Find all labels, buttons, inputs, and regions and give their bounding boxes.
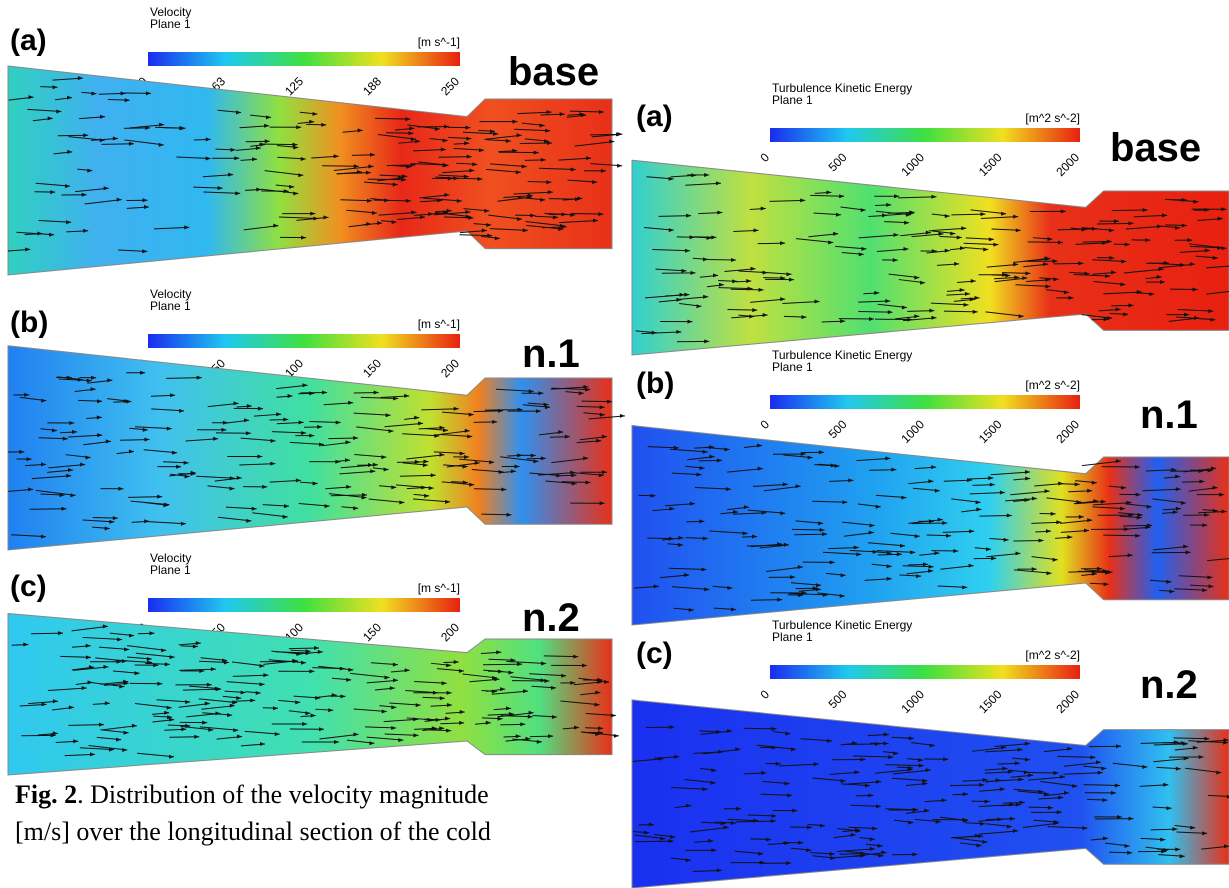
vector-arrow	[483, 664, 522, 665]
figure: (a)VelocityPlane 1[m s^-1]063125188250ba…	[0, 0, 1229, 888]
colorbar	[770, 128, 1080, 142]
contour-field	[8, 66, 612, 275]
colorbar-tick-label: 1500	[976, 150, 1005, 179]
caption-line: [m/s] over the longitudinal section of t…	[15, 817, 491, 846]
legend-unit: [m s^-1]	[418, 581, 460, 595]
colorbar-tick-label: 1500	[976, 417, 1005, 446]
colorbar-tick-label: 500	[826, 150, 850, 174]
legend-unit: [m^2 s^-2]	[1025, 378, 1080, 392]
legend-unit: [m s^-1]	[418, 35, 460, 49]
caption: Fig. 2. Distribution of the velocity mag…	[15, 780, 489, 809]
legend-unit: [m s^-1]	[418, 317, 460, 331]
colorbar-tick-label: 2000	[1053, 417, 1082, 446]
vector-arrow	[635, 841, 673, 842]
panel-label: (c)	[636, 637, 673, 670]
panel-label: (a)	[10, 24, 47, 57]
vector-arrow	[544, 656, 578, 657]
vector-arrow	[166, 378, 201, 379]
panel-label: (a)	[636, 100, 673, 133]
colorbar-tick-label: 250	[438, 74, 462, 98]
vector-arrow	[30, 509, 67, 510]
colorbar-tick-label: 200	[438, 620, 462, 644]
colorbar-tick-label: 150	[360, 620, 384, 644]
contour-field	[8, 346, 612, 550]
colorbar	[770, 395, 1080, 409]
caption-line: . Distribution of the velocity magnitude	[77, 780, 489, 809]
colorbar-tick-label: 1000	[898, 417, 927, 446]
legend-unit: [m^2 s^-2]	[1025, 111, 1080, 125]
colorbar-tick-label: 0	[757, 417, 772, 432]
legend-subtitle: Plane 1	[150, 299, 191, 313]
legend-subtitle: Plane 1	[772, 630, 813, 644]
contour-field	[632, 160, 1229, 355]
vector-arrow	[911, 523, 947, 524]
vector-arrow	[1112, 210, 1148, 211]
colorbar-tick-label: 1500	[976, 687, 1005, 716]
colorbar-tick-label: 0	[757, 150, 772, 165]
colorbar-tick-label: 150	[360, 356, 384, 380]
arrow-head	[614, 734, 619, 738]
case-name: n.2	[1140, 663, 1198, 707]
vector-arrow	[846, 744, 880, 745]
panel-label: (b)	[636, 367, 674, 400]
caption-label: Fig. 2	[15, 780, 77, 809]
arrow-head	[617, 164, 622, 168]
legend-unit: [m^2 s^-2]	[1025, 648, 1080, 662]
colorbar-tick-label: 1000	[898, 687, 927, 716]
colorbar	[148, 334, 460, 348]
arrow-head	[620, 414, 625, 418]
colorbar-tick-label: 125	[282, 74, 306, 98]
colorbar-tick-label: 0	[757, 687, 772, 702]
colorbar-tick-label: 1000	[898, 150, 927, 179]
colorbar-tick-label: 188	[360, 74, 384, 98]
case-name: n.1	[1140, 393, 1198, 437]
legend-subtitle: Plane 1	[772, 93, 813, 107]
colorbar-tick-label: 500	[826, 687, 850, 711]
vector-arrow	[1103, 535, 1140, 536]
panels: (a)VelocityPlane 1[m s^-1]063125188250ba…	[8, 5, 1229, 888]
panel-label: (c)	[10, 570, 47, 603]
colorbar-tick-label: 2000	[1053, 687, 1082, 716]
legend-subtitle: Plane 1	[772, 360, 813, 374]
colorbar-tick-label: 500	[826, 417, 850, 441]
vector-arrow	[322, 166, 359, 167]
colorbar	[770, 665, 1080, 679]
colorbar-tick-label: 2000	[1053, 150, 1082, 179]
legend-subtitle: Plane 1	[150, 17, 191, 31]
colorbar	[148, 598, 460, 612]
case-name: n.1	[522, 332, 580, 376]
vector-arrow	[1028, 242, 1063, 243]
colorbar-tick-label: 200	[438, 356, 462, 380]
legend-subtitle: Plane 1	[150, 563, 191, 577]
vector-arrow	[858, 311, 892, 312]
contour-field	[632, 700, 1229, 888]
case-name: base	[1110, 126, 1201, 170]
case-name: n.2	[522, 596, 580, 640]
panel-label: (b)	[10, 306, 48, 339]
vector-arrow	[68, 725, 104, 726]
arrow-head	[611, 713, 616, 717]
colorbar	[148, 52, 460, 66]
vector-arrow	[875, 319, 912, 320]
case-name: base	[508, 50, 599, 94]
